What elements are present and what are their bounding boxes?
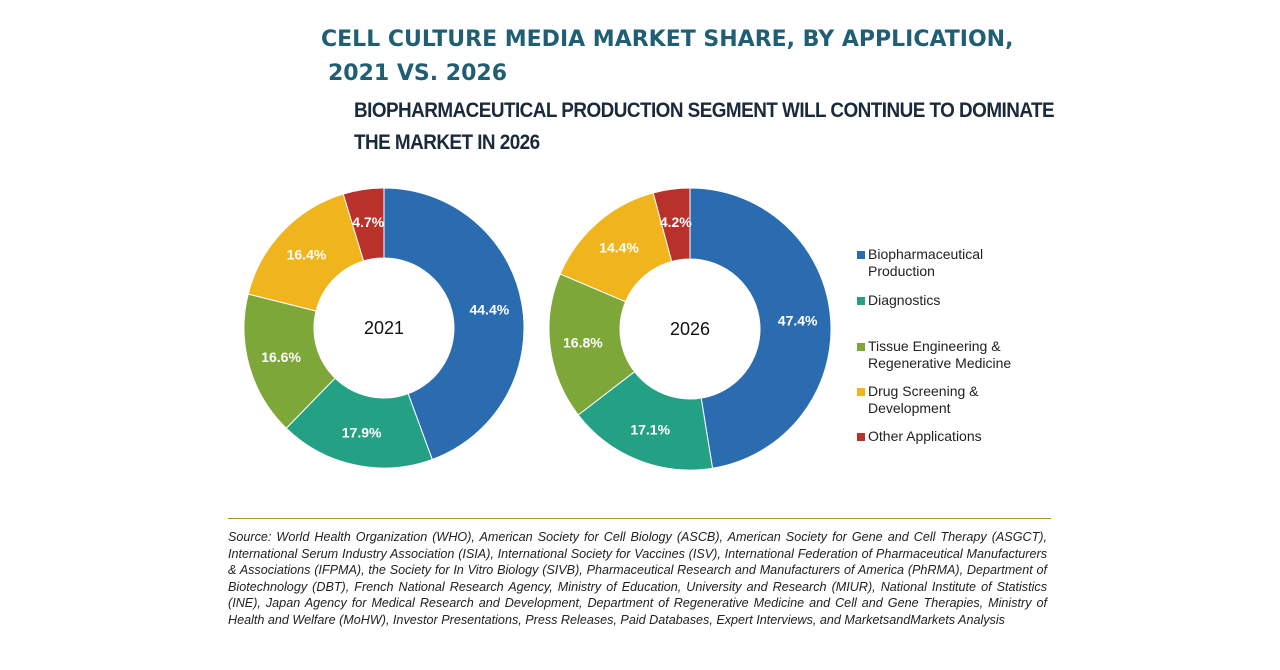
donut-2021: 44.4% 17.9% 16.6% 16.4% 4.7% 2021	[243, 187, 525, 469]
legend-swatch	[857, 343, 865, 351]
slice-2026-diagnostics	[577, 370, 714, 471]
slice-2021-biopharmaceutical-production	[383, 187, 525, 461]
legend-item-diagnostics: Diagnostics	[857, 292, 940, 309]
legend-swatch	[857, 433, 865, 441]
data-label-2021-other-applications: 4.7%	[352, 214, 384, 230]
legend-label: Diagnostics	[868, 292, 941, 308]
donut-center-label-2021: 2021	[364, 318, 404, 338]
legend-label: Drug Screening & Development	[868, 383, 979, 416]
source-note: Source: World Health Organization (WHO),…	[228, 530, 1047, 627]
source-divider	[228, 518, 1051, 519]
data-label-2021-drug-screening-development: 16.4%	[287, 246, 327, 262]
legend-swatch	[857, 297, 865, 305]
legend-item-tissue-engineering: Tissue Engineering & Regenerative Medici…	[857, 338, 1011, 372]
legend-item-other-applications: Other Applications	[857, 428, 982, 445]
legend-swatch	[857, 251, 865, 259]
legend-item-biopharmaceutical-production: Biopharmaceutical Production	[857, 246, 983, 280]
donut-center-label-2026: 2026	[670, 319, 710, 339]
chart-subtitle-line1: BIOPHARMACEUTICAL PRODUCTION SEGMENT WIL…	[354, 99, 1055, 122]
data-label-2021-diagnostics: 17.9%	[342, 425, 382, 441]
legend-swatch	[857, 388, 865, 396]
slice-2026-other-applications	[652, 187, 691, 263]
data-label-2026-tissue-engineering-regenerative-medicine: 16.8%	[563, 335, 603, 351]
data-label-2026-biopharmaceutical-production: 47.4%	[778, 312, 818, 328]
chart-subtitle-line2: THE MARKET IN 2026	[354, 131, 540, 154]
donut-2026: 47.4% 17.1% 16.8% 14.4% 4.2% 2026	[548, 187, 832, 471]
legend-item-drug-screening: Drug Screening & Development	[857, 383, 979, 417]
data-label-2026-drug-screening-development: 14.4%	[599, 240, 639, 256]
legend-label: Tissue Engineering & Regenerative Medici…	[868, 338, 1012, 371]
chart-title-line2: 2021 VS. 2026	[328, 61, 508, 86]
chart-title-line1: CELL CULTURE MEDIA MARKET SHARE, BY APPL…	[321, 27, 1014, 52]
legend-label: Biopharmaceutical Production	[868, 246, 984, 279]
slice-2026-tissue-engineering-regenerative-medicine	[548, 273, 636, 416]
data-label-2026-diagnostics: 17.1%	[630, 421, 670, 437]
data-label-2021-tissue-engineering-regenerative-medicine: 16.6%	[261, 349, 301, 365]
data-label-2021-biopharmaceutical-production: 44.4%	[469, 301, 509, 317]
slice-2021-other-applications	[342, 187, 385, 262]
data-label-2026-other-applications: 4.2%	[660, 214, 692, 230]
legend-label: Other Applications	[868, 428, 982, 444]
slice-2026-biopharmaceutical-production	[689, 187, 832, 469]
